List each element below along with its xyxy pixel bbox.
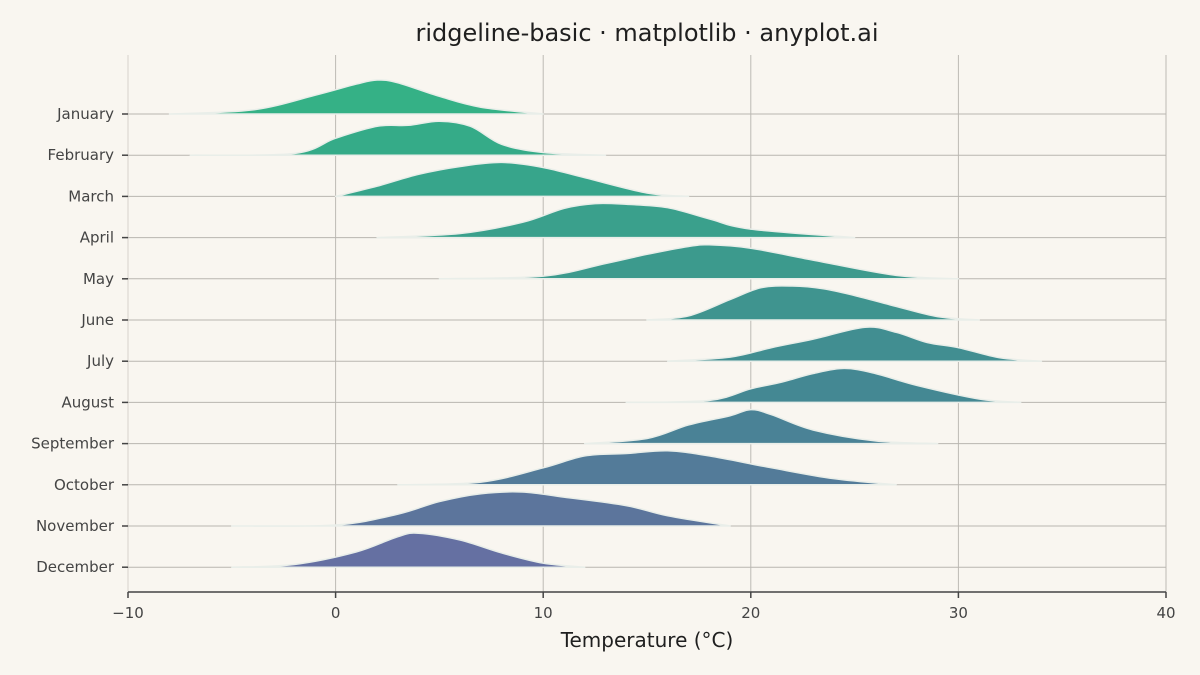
ridge-august bbox=[625, 367, 1022, 404]
x-tick-label-3: 20 bbox=[741, 604, 760, 622]
y-tick-label-july: July bbox=[86, 352, 114, 370]
ridge-march bbox=[334, 161, 690, 198]
ridge-september bbox=[583, 408, 939, 445]
chart-title: ridgeline-basic · matplotlib · anyplot.a… bbox=[415, 19, 878, 47]
y-tick-label-november: November bbox=[36, 517, 115, 535]
y-tick-label-october: October bbox=[54, 476, 115, 494]
x-tick-label-4: 30 bbox=[949, 604, 968, 622]
y-tick-label-september: September bbox=[31, 435, 115, 453]
x-tick-label-5: 40 bbox=[1156, 604, 1175, 622]
x-ticks: −10 0 10 20 30 40 bbox=[112, 592, 1176, 622]
ridge-october bbox=[397, 450, 897, 486]
ridge-november bbox=[231, 491, 731, 527]
y-tick-label-january: January bbox=[56, 105, 114, 123]
x-tick-label-2: 10 bbox=[534, 604, 553, 622]
ridge-july bbox=[667, 326, 1043, 362]
ridge-april bbox=[376, 202, 856, 239]
y-tick-label-april: April bbox=[80, 229, 114, 247]
ridge-january bbox=[168, 79, 544, 115]
y-tick-label-june: June bbox=[80, 311, 114, 329]
y-tick-label-march: March bbox=[68, 187, 114, 205]
y-tick-label-december: December bbox=[36, 558, 115, 576]
grid-lines bbox=[127, 55, 1167, 592]
ridges bbox=[128, 79, 1166, 568]
x-tick-label-1: 0 bbox=[331, 604, 341, 622]
x-tick-label-0: −10 bbox=[112, 604, 144, 622]
ridge-may bbox=[438, 243, 960, 280]
y-ticks: January February March April May June July Augu… bbox=[31, 105, 128, 576]
y-tick-label-may: May bbox=[83, 270, 114, 288]
y-tick-label-february: February bbox=[48, 146, 115, 164]
ridge-february bbox=[189, 120, 607, 157]
x-axis-label: Temperature (°C) bbox=[560, 628, 734, 652]
ridge-december bbox=[231, 532, 586, 568]
ridge-june bbox=[646, 285, 980, 321]
y-tick-label-august: August bbox=[62, 393, 115, 411]
